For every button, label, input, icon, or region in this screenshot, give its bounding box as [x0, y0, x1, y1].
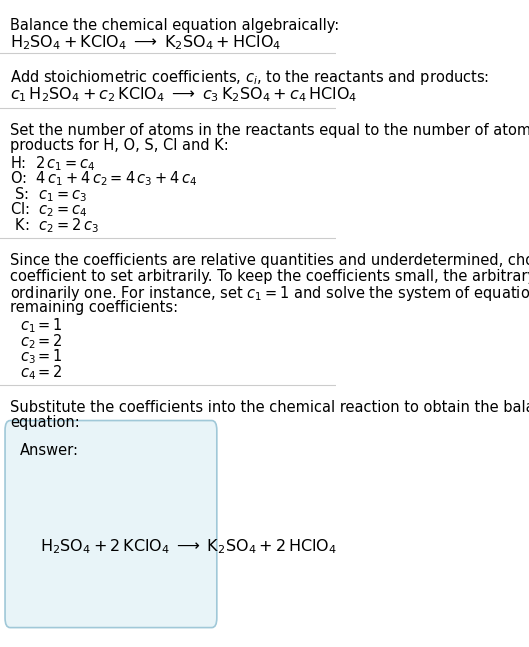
Text: $\mathrm{H_2SO_4 + KClO_4 \;\longrightarrow\; K_2SO_4 + HClO_4}$: $\mathrm{H_2SO_4 + KClO_4 \;\longrightar… — [10, 34, 281, 52]
FancyBboxPatch shape — [5, 421, 217, 628]
Text: equation:: equation: — [10, 415, 80, 430]
Text: O:  $4\,c_1 + 4\,c_2 = 4\,c_3 + 4\,c_4$: O: $4\,c_1 + 4\,c_2 = 4\,c_3 + 4\,c_4$ — [10, 170, 197, 188]
Text: $c_4 = 2$: $c_4 = 2$ — [20, 363, 63, 382]
Text: $c_2 = 2$: $c_2 = 2$ — [20, 332, 63, 351]
Text: coefficient to set arbitrarily. To keep the coefficients small, the arbitrary va: coefficient to set arbitrarily. To keep … — [10, 269, 529, 283]
Text: $c_1 = 1$: $c_1 = 1$ — [20, 316, 63, 335]
Text: Cl:  $c_2 = c_4$: Cl: $c_2 = c_4$ — [10, 201, 87, 219]
Text: ordinarily one. For instance, set $c_1 = 1$ and solve the system of equations fo: ordinarily one. For instance, set $c_1 =… — [10, 284, 529, 303]
Text: $\mathrm{H_2SO_4 + 2\, KClO_4 \;\longrightarrow\; K_2SO_4 + 2\, HClO_4}$: $\mathrm{H_2SO_4 + 2\, KClO_4 \;\longrig… — [40, 537, 338, 556]
Text: Add stoichiometric coefficients, $c_i$, to the reactants and products:: Add stoichiometric coefficients, $c_i$, … — [10, 68, 489, 87]
Text: K:  $c_2 = 2\,c_3$: K: $c_2 = 2\,c_3$ — [10, 216, 99, 235]
Text: Set the number of atoms in the reactants equal to the number of atoms in the: Set the number of atoms in the reactants… — [10, 123, 529, 138]
Text: Since the coefficients are relative quantities and underdetermined, choose a: Since the coefficients are relative quan… — [10, 253, 529, 268]
Text: $c_3 = 1$: $c_3 = 1$ — [20, 347, 63, 366]
Text: H:  $2\,c_1 = c_4$: H: $2\,c_1 = c_4$ — [10, 154, 96, 173]
Text: $c_1\, \mathrm{H_2SO_4} + c_2\, \mathrm{KClO_4} \;\longrightarrow\; c_3\, \mathr: $c_1\, \mathrm{H_2SO_4} + c_2\, \mathrm{… — [10, 85, 358, 104]
Text: products for H, O, S, Cl and K:: products for H, O, S, Cl and K: — [10, 138, 229, 153]
Text: S:  $c_1 = c_3$: S: $c_1 = c_3$ — [10, 185, 87, 204]
Text: remaining coefficients:: remaining coefficients: — [10, 300, 178, 314]
Text: Substitute the coefficients into the chemical reaction to obtain the balanced: Substitute the coefficients into the che… — [10, 400, 529, 415]
Text: Answer:: Answer: — [20, 443, 79, 458]
Text: Balance the chemical equation algebraically:: Balance the chemical equation algebraica… — [10, 18, 339, 33]
